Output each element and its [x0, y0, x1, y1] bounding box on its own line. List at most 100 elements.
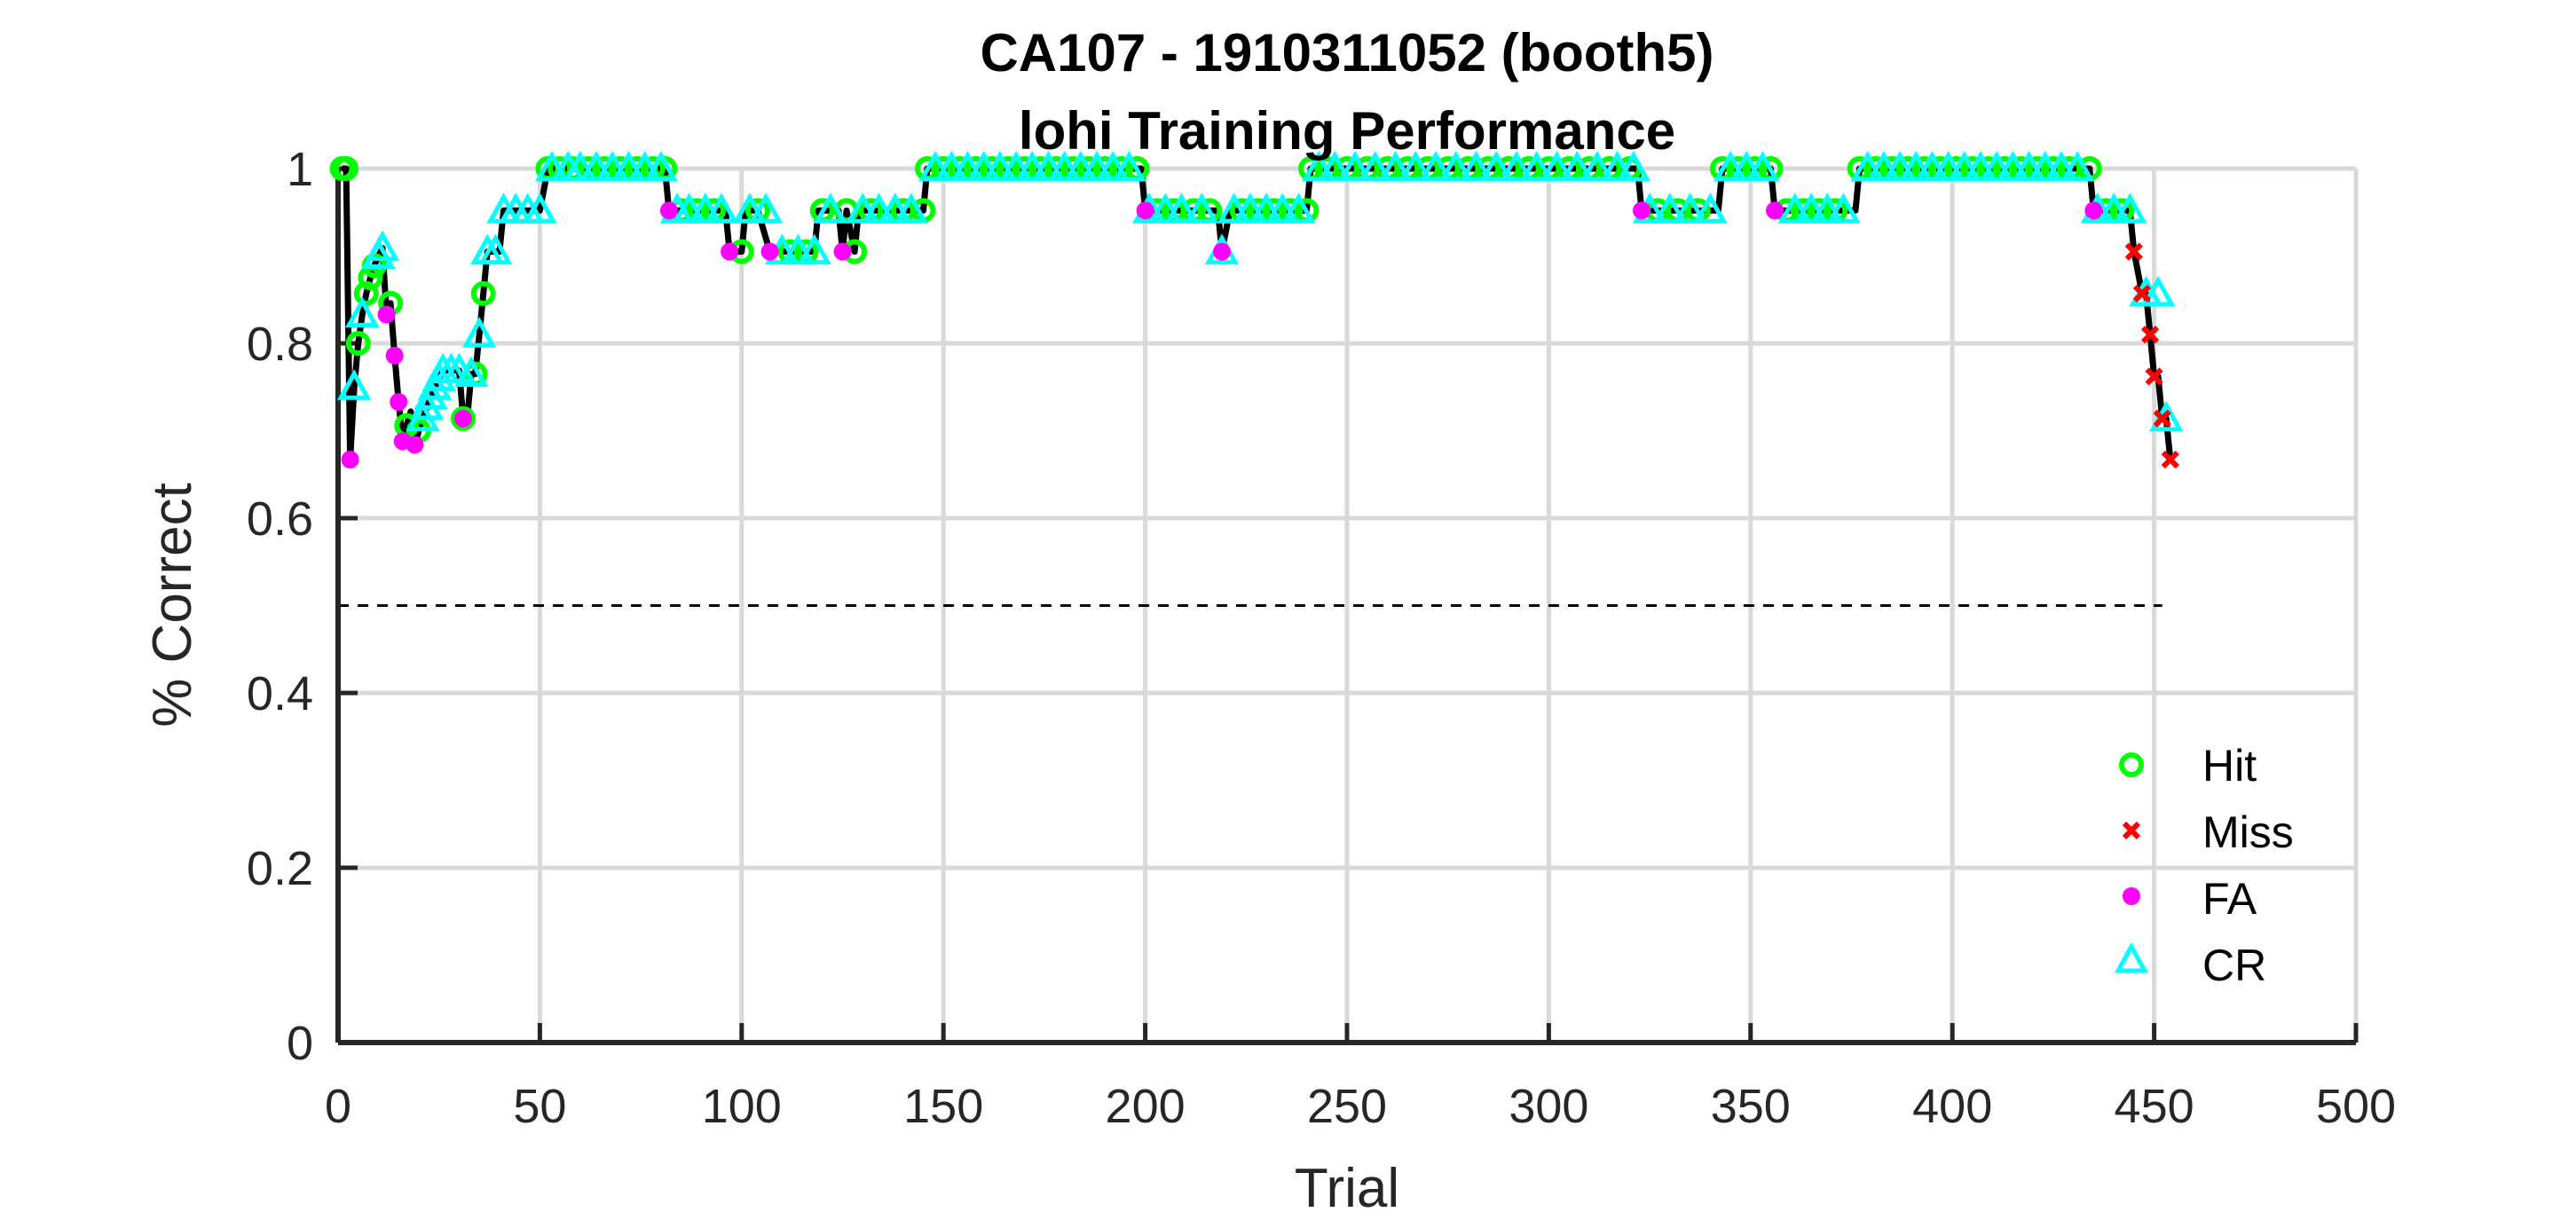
- cr-marker-111: [2140, 275, 2176, 307]
- cr-marker-29: [672, 193, 706, 224]
- cr-marker-77: [1540, 150, 1574, 182]
- cr-marker-92: [1826, 193, 1861, 224]
- x-tick-label-7: 350: [1711, 1080, 1791, 1133]
- cr-marker-69: [1378, 150, 1413, 182]
- fa-marker-14: [1766, 201, 1784, 220]
- x-tick-label-10: 500: [2316, 1080, 2396, 1133]
- cr-marker-108: [2096, 193, 2131, 224]
- miss-marker-2: [2140, 326, 2160, 344]
- legend-symbol-hit: [2119, 752, 2144, 777]
- x-tick-label-2: 100: [702, 1080, 782, 1133]
- cr-marker-0: [336, 369, 372, 400]
- legend: Hit Miss FA CR: [2114, 741, 2294, 990]
- legend-symbol-fa: [2123, 887, 2140, 905]
- cr-marker-37: [813, 193, 848, 224]
- legend-marker-fa: [2123, 887, 2140, 905]
- cr-marker-20: [534, 150, 570, 182]
- cr-marker-48: [1015, 150, 1050, 182]
- cr-marker-65: [1301, 150, 1336, 182]
- fa-marker-10: [833, 242, 852, 261]
- cr-marker-105: [2044, 150, 2079, 182]
- cr-marker-99: [1947, 150, 1982, 182]
- cr-marker-13: [461, 317, 497, 348]
- cr-marker-49: [1031, 150, 1066, 182]
- cr-marker-68: [1358, 150, 1393, 182]
- cr-marker-39: [862, 193, 896, 224]
- cr-marker-43: [934, 150, 969, 182]
- cr-marker-67: [1337, 150, 1373, 182]
- cr-marker-24: [595, 150, 630, 182]
- cr-marker-79: [1579, 150, 1615, 182]
- chart-subtitle: lohi Training Performance: [1019, 101, 1675, 161]
- miss-marker-3: [2145, 367, 2163, 386]
- axes: 0 50 100 150 200 250 300 350 400 450 500 0 0.2 0.4 0.6…: [247, 143, 2396, 1133]
- cr-marker-12: [453, 356, 489, 387]
- cr-marker-57: [1164, 193, 1199, 224]
- cr-marker-22: [563, 150, 598, 182]
- cr-marker-74: [1479, 150, 1514, 182]
- cr-marker-41: [894, 193, 929, 224]
- cr-marker-60: [1217, 193, 1251, 224]
- x-axis-label: Trial: [1295, 1158, 1399, 1219]
- miss-marker-5: [2161, 450, 2179, 469]
- cr-marker-98: [1931, 150, 1965, 182]
- cr-marker-27: [643, 150, 679, 182]
- cr-marker-19: [523, 193, 557, 224]
- cr-marker-33: [748, 193, 784, 224]
- y-tick-label-4: 0.8: [247, 318, 313, 371]
- cr-marker-32: [732, 193, 768, 224]
- cr-marker-40: [878, 193, 912, 224]
- legend-item-cr: CR: [2114, 941, 2266, 990]
- cr-marker-51: [1063, 150, 1099, 182]
- cr-marker-58: [1185, 193, 1219, 224]
- cr-marker-66: [1318, 150, 1352, 182]
- cr-marker-73: [1459, 150, 1493, 182]
- x-tick-label-1: 50: [513, 1080, 566, 1133]
- cr-marker-23: [579, 150, 614, 182]
- cr-marker-54: [1112, 150, 1146, 182]
- legend-marker-miss: [2122, 821, 2141, 840]
- x-tick-label-5: 250: [1307, 1080, 1387, 1133]
- cr-marker-45: [966, 150, 1001, 182]
- fa-marker-7: [659, 201, 678, 220]
- cr-marker-95: [1882, 150, 1918, 182]
- legend-label-hit: Hit: [2202, 741, 2257, 791]
- hit-marker-2: [345, 331, 371, 356]
- cr-marker-102: [1996, 150, 2030, 182]
- hit-marker-11: [470, 280, 496, 306]
- x-tick-label-4: 200: [1106, 1080, 1186, 1133]
- cr-marker-25: [611, 150, 646, 182]
- cr-marker-15: [478, 233, 513, 265]
- x-tick-label-0: 0: [325, 1080, 351, 1133]
- cr-marker-46: [982, 150, 1018, 182]
- x-tick-label-6: 300: [1509, 1080, 1588, 1133]
- cr-marker-90: [1793, 193, 1829, 224]
- cr-marker-76: [1519, 150, 1555, 182]
- cr-marker-71: [1418, 150, 1453, 182]
- cr-marker-85: [1693, 193, 1728, 224]
- cr-marker-86: [1713, 150, 1748, 182]
- cr-marker-3: [365, 230, 400, 262]
- cr-marker-52: [1079, 150, 1115, 182]
- miss-marker-1: [2132, 284, 2152, 303]
- cr-marker-35: [781, 233, 815, 265]
- fa-marker-2: [385, 346, 404, 365]
- cr-marker-30: [688, 193, 723, 224]
- trial-markers: [329, 150, 2184, 469]
- cr-marker-63: [1264, 193, 1300, 224]
- cr-marker-80: [1600, 150, 1635, 182]
- fa-marker-8: [721, 242, 739, 261]
- cr-marker-61: [1233, 193, 1268, 224]
- y-tick-label-0: 0: [287, 1017, 313, 1070]
- cr-marker-44: [950, 150, 985, 182]
- miss-marker-0: [2124, 242, 2143, 261]
- cr-marker-50: [1047, 150, 1082, 182]
- legend-label-fa: FA: [2202, 874, 2257, 924]
- cr-marker-72: [1438, 150, 1474, 182]
- fa-marker-15: [2084, 201, 2103, 220]
- cr-marker-101: [1979, 150, 2014, 182]
- fa-marker-5: [406, 436, 424, 454]
- cr-marker-1: [345, 296, 380, 327]
- hit-marker-9: [450, 405, 476, 431]
- y-axis-label: % Correct: [142, 483, 203, 728]
